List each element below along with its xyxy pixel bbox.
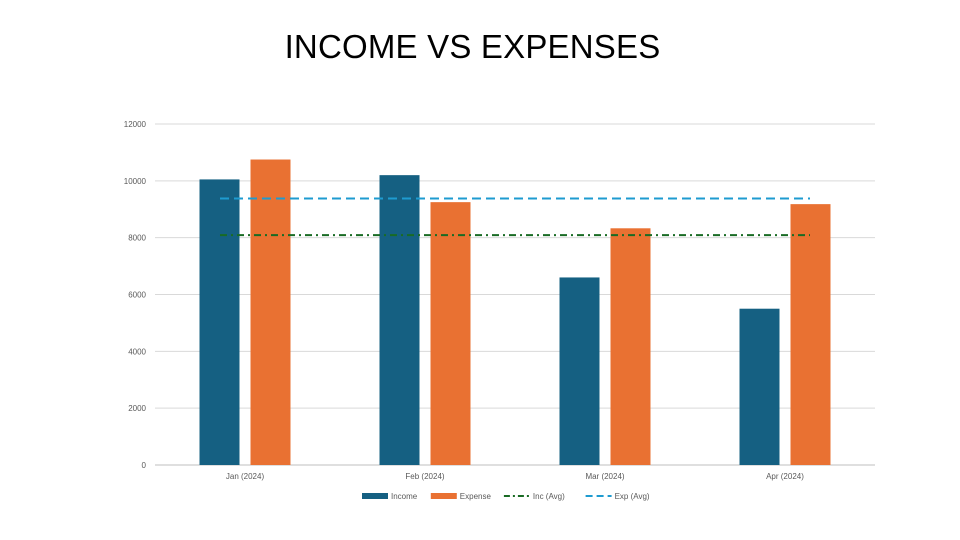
bar-expense-1 [430, 202, 471, 466]
x-tick-label: Mar (2024) [585, 472, 624, 481]
y-tick-label: 2000 [128, 404, 146, 413]
y-tick-label: 12000 [124, 120, 147, 129]
x-tick-label: Jan (2024) [226, 472, 265, 481]
bar-income-2 [559, 277, 600, 465]
y-tick-label: 8000 [128, 234, 146, 243]
legend-swatch [430, 493, 457, 499]
bar-expense-0 [250, 159, 291, 466]
legend-label: Exp (Avg) [615, 492, 650, 501]
bar-expense-2 [610, 228, 651, 465]
bar-income-1 [379, 175, 420, 465]
legend-item: Expense [430, 492, 492, 501]
y-tick-label: 10000 [124, 177, 147, 186]
chart-title: INCOME VS EXPENSES [284, 28, 661, 65]
bar-income-3 [739, 308, 780, 465]
bar-income-0 [199, 179, 240, 465]
x-tick-label: Apr (2024) [766, 472, 804, 481]
legend-item: Income [362, 492, 418, 501]
y-tick-label: 0 [142, 461, 147, 470]
legend-swatch [362, 493, 388, 499]
legend: Income Expense Inc (Avg) Exp (Avg) [362, 492, 650, 501]
legend-item: Inc (Avg) [503, 492, 565, 501]
x-tick-label: Feb (2024) [405, 472, 444, 481]
y-tick-label: 6000 [128, 291, 146, 300]
legend-label: Expense [460, 492, 492, 501]
legend-item: Exp (Avg) [585, 492, 650, 501]
y-tick-label: 4000 [128, 347, 146, 356]
bar-expense-3 [790, 204, 831, 465]
legend-label: Income [391, 492, 418, 501]
legend-label: Inc (Avg) [533, 492, 565, 501]
